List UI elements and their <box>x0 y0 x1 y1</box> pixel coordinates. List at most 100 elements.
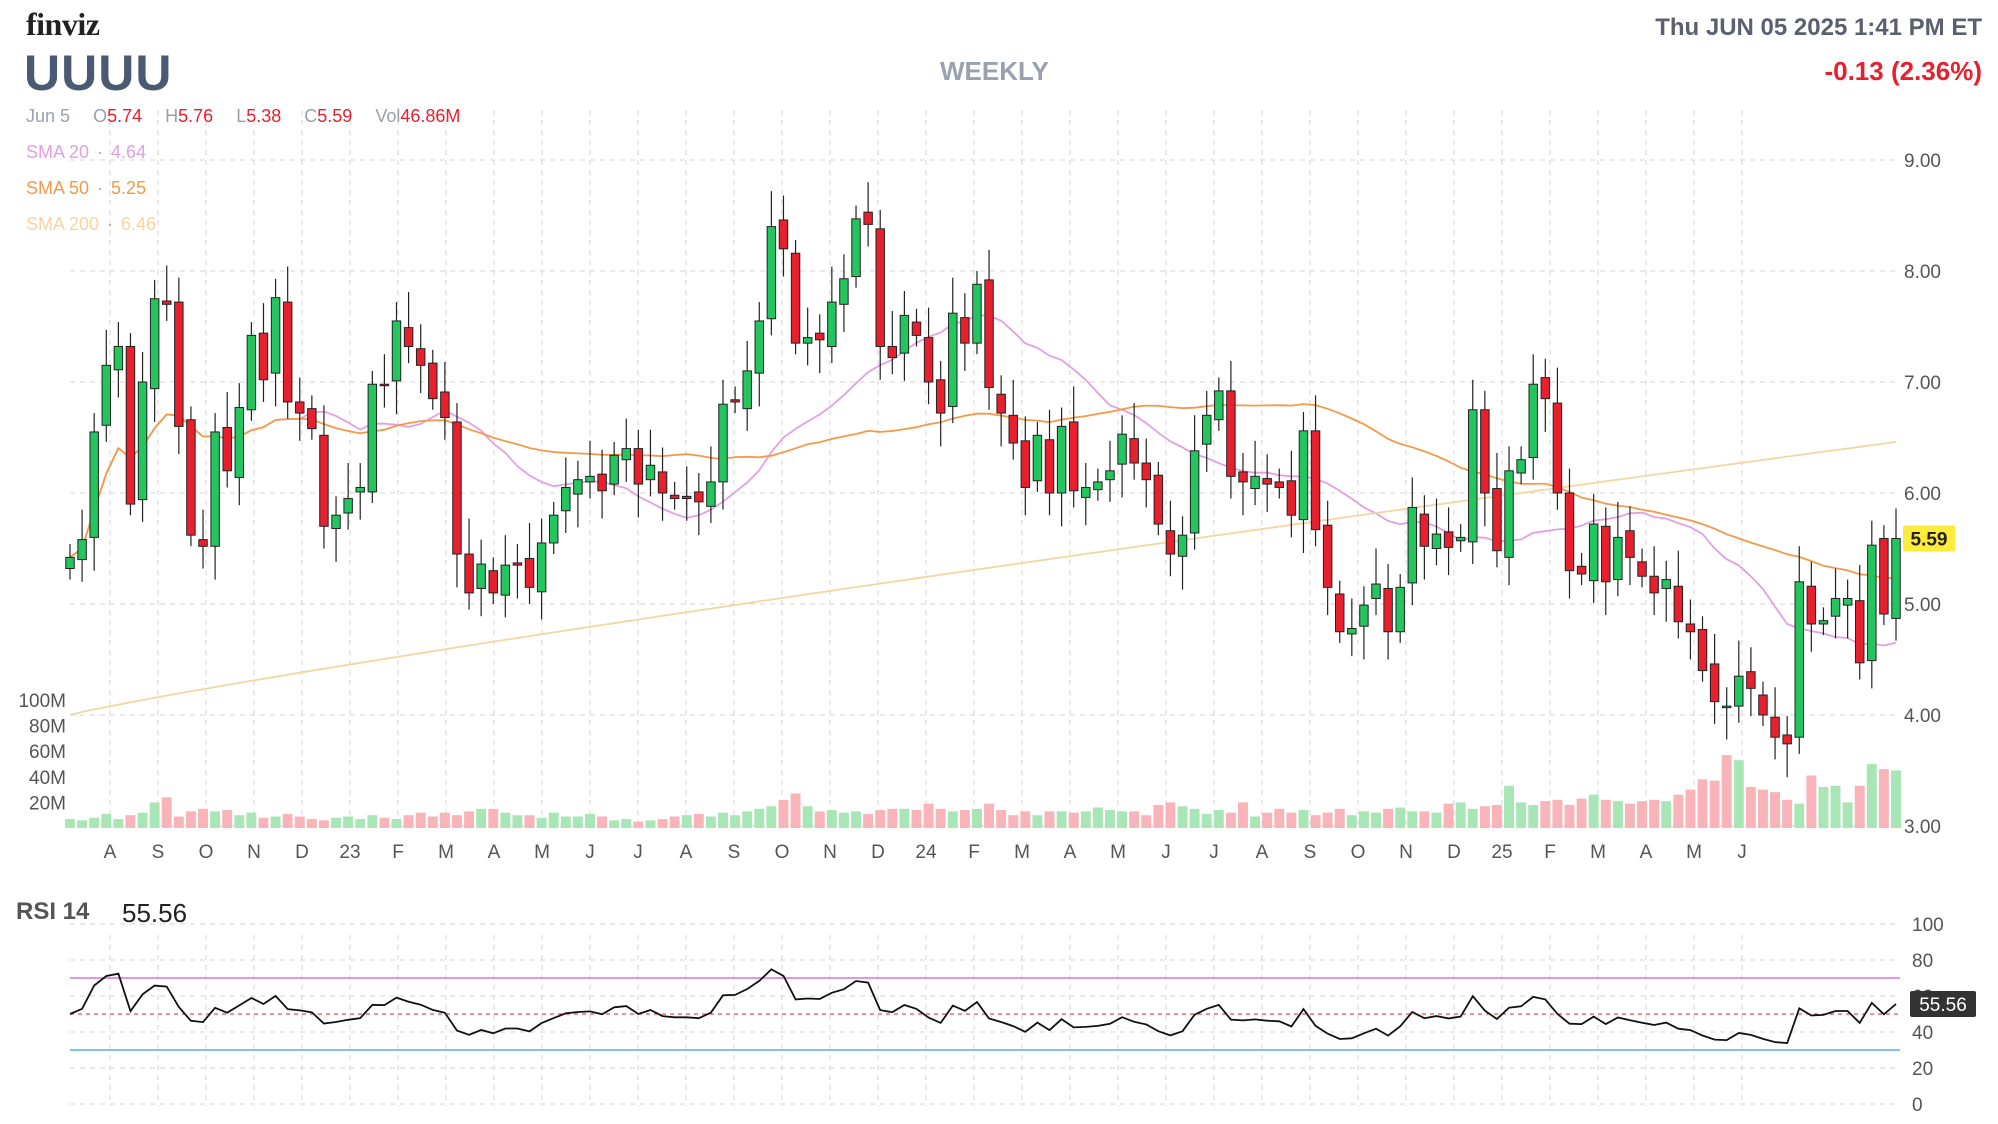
x-axis-label: N <box>247 842 261 863</box>
candle-body <box>742 370 752 410</box>
candle-body <box>1020 440 1031 488</box>
candle-body <box>1879 538 1889 615</box>
candle-body <box>839 278 849 305</box>
x-axis-label: 23 <box>339 842 360 863</box>
volume-bar <box>464 811 475 828</box>
candle-body <box>633 448 644 485</box>
volume-bar <box>923 803 934 828</box>
volume-bar <box>331 817 341 828</box>
volume-bar <box>210 811 221 828</box>
x-axis-label: A <box>1640 842 1653 863</box>
candle-body <box>1480 409 1490 494</box>
volume-bar <box>488 808 499 828</box>
ohlc-readout: Jun 5 O5.74 H5.76 L5.38 C5.59 Vol46.86M <box>26 106 460 127</box>
sma20-value: 4.64 <box>111 142 147 162</box>
volume-bar <box>669 816 680 828</box>
volume-bar <box>125 815 136 828</box>
x-axis-label: O <box>199 842 214 863</box>
x-axis-label: J <box>633 842 643 863</box>
candle-body <box>1310 430 1321 531</box>
volume-bar <box>391 819 402 828</box>
volume-bar <box>1322 812 1333 828</box>
candle-body <box>972 283 982 344</box>
x-axis-label: A <box>1064 842 1077 863</box>
candle-body <box>706 481 716 507</box>
volume-bar <box>524 815 535 828</box>
candle-body <box>1504 470 1514 558</box>
volume-bar <box>766 806 777 828</box>
x-axis-label: A <box>104 842 117 863</box>
candle-body <box>1468 409 1478 543</box>
last-price-badge <box>1903 525 1955 552</box>
x-axis-label: J <box>585 842 595 863</box>
candle-body <box>137 381 148 501</box>
volume-label: Vol <box>375 106 401 126</box>
volume-bar <box>609 820 620 828</box>
volume-bar <box>1068 812 1079 828</box>
candle-body <box>1347 627 1357 635</box>
candle-body <box>996 393 1006 414</box>
volume-bar <box>1697 779 1708 828</box>
x-axis-label: M <box>1110 842 1126 863</box>
candle-body <box>77 539 87 561</box>
volume-bar <box>585 813 595 828</box>
x-axis-label: S <box>152 842 165 863</box>
volume-bar <box>1020 811 1031 828</box>
volume-bar <box>173 816 184 828</box>
x-axis-label: A <box>1256 842 1269 863</box>
candle-body <box>162 300 172 305</box>
sma50-label: SMA 50 <box>26 178 90 198</box>
volume-bar <box>1274 808 1285 828</box>
volume-bar <box>1141 815 1152 828</box>
candle-body <box>1044 439 1055 494</box>
volume-bar <box>101 813 112 828</box>
candle-body <box>367 383 378 493</box>
candle-body <box>1105 470 1115 481</box>
candle-body <box>1746 671 1756 689</box>
volume-bar <box>1721 755 1732 828</box>
volume-bar <box>1431 812 1442 828</box>
sma20-legend[interactable]: SMA 20 · 4.64 <box>26 142 147 162</box>
x-axis-label: F <box>968 842 980 863</box>
x-axis-label: F <box>392 842 404 863</box>
candle-body <box>1395 586 1405 633</box>
price-change: -0.13 (2.36%) <box>1824 56 1982 86</box>
high-label: H <box>165 106 179 126</box>
volume-bar <box>1129 811 1140 828</box>
volume-bar <box>814 811 825 828</box>
candle-body <box>1649 575 1659 594</box>
candle-body <box>403 327 414 347</box>
volume-bar <box>367 815 378 828</box>
volume-bar <box>1225 812 1236 828</box>
volume-bar <box>89 817 100 828</box>
volume-bar <box>403 815 414 828</box>
candle-body <box>391 320 402 382</box>
volume-bar <box>572 816 583 828</box>
candle-body <box>1673 585 1684 623</box>
sma200-legend[interactable]: SMA 200 · 6.46 <box>26 214 157 234</box>
finviz-logo[interactable]: finviz <box>26 6 100 42</box>
x-axis-label: J <box>1737 842 1747 863</box>
volume-bar <box>838 812 849 828</box>
x-axis-label: 25 <box>1491 842 1512 863</box>
x-axis-label: N <box>823 842 837 863</box>
volume-bar <box>1830 785 1841 828</box>
candle-body <box>1335 593 1345 633</box>
volume-bar <box>1661 801 1672 828</box>
volume-bar <box>1842 802 1853 828</box>
candle-body <box>1613 536 1623 581</box>
x-axis-label: S <box>1304 842 1317 863</box>
candle-body <box>125 345 136 505</box>
volume-bar <box>1262 812 1273 828</box>
volume-axis-label: 80M <box>29 717 66 738</box>
candle-body <box>1685 623 1696 633</box>
volume-bar <box>185 811 196 828</box>
candle-body <box>1008 414 1018 444</box>
candle-body <box>1250 475 1260 490</box>
sma50-legend[interactable]: SMA 50 · 5.25 <box>26 178 147 198</box>
volume-bar <box>1770 792 1781 828</box>
candle-body <box>1564 492 1575 572</box>
volume-bar <box>790 793 801 828</box>
candle-body <box>851 218 861 278</box>
volume-bar <box>645 820 656 828</box>
